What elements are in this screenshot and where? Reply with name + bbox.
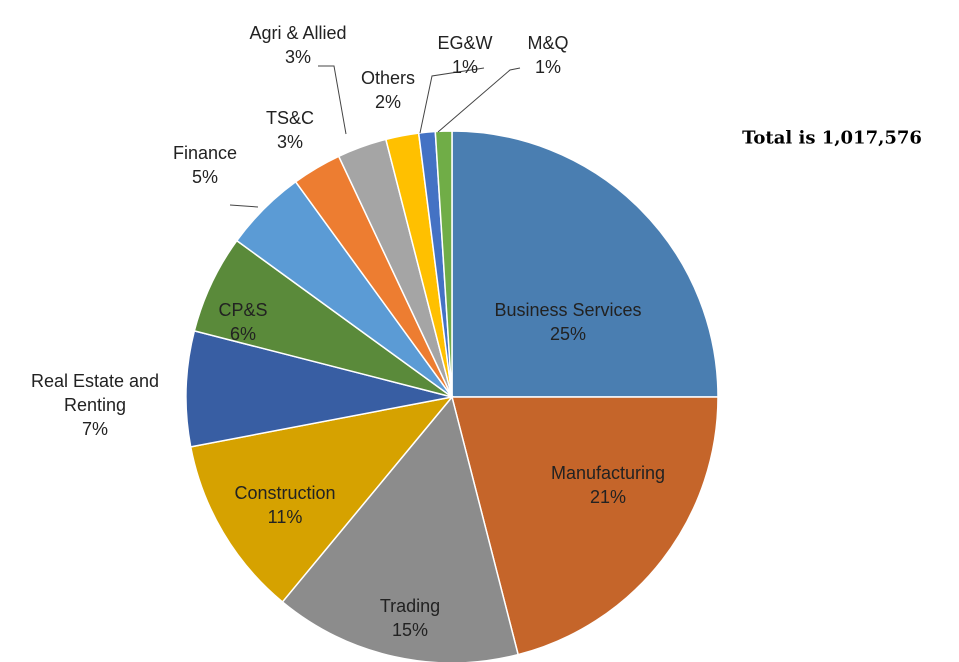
category-label: Others <box>360 68 416 88</box>
category-label: Real Estate and Renting <box>30 371 160 415</box>
pie-slice <box>451 130 719 398</box>
value-label: 7% <box>81 419 108 439</box>
slice-label: Manufacturing 21% <box>508 461 708 509</box>
slice-label: TS&C 3% <box>190 106 390 154</box>
pie-slice <box>189 395 454 604</box>
slice-label: Business Services 25% <box>468 298 668 346</box>
value-label: 25% <box>549 324 587 344</box>
category-label: Construction <box>234 483 336 503</box>
pie-slice <box>281 395 520 662</box>
value-label: 1% <box>451 57 478 77</box>
value-label: 3% <box>284 47 311 67</box>
slice-label: Finance 5% <box>105 141 305 189</box>
slice-label: EG&W 1% <box>365 31 565 79</box>
category-label: M&Q <box>527 33 569 53</box>
category-label: Agri & Allied <box>249 23 347 43</box>
pie-slice <box>434 130 453 398</box>
value-label: 21% <box>589 487 627 507</box>
leader-line <box>437 67 521 133</box>
slice-label: Agri & Allied 3% <box>198 21 398 69</box>
slice-label: Others 2% <box>288 66 488 114</box>
value-label: 15% <box>391 620 429 640</box>
category-label: TS&C <box>265 108 314 128</box>
category-label: Business Services <box>494 300 642 320</box>
total-annotation: Total is 1,017,576 <box>742 127 922 149</box>
slice-label: CP&S 6% <box>143 298 343 346</box>
category-label: Finance <box>172 143 238 163</box>
category-label: EG&W <box>437 33 493 53</box>
value-label: 1% <box>534 57 561 77</box>
value-label: 5% <box>191 167 218 187</box>
pie-slice <box>185 329 453 448</box>
value-label: 2% <box>374 92 401 112</box>
value-label: 11% <box>267 507 303 527</box>
slice-label: Trading 15% <box>310 594 510 642</box>
leader-line <box>318 65 347 135</box>
category-label: CP&S <box>218 300 268 320</box>
slice-label: Real Estate and Renting 7% <box>5 369 185 441</box>
category-label: Trading <box>379 596 441 616</box>
slice-label: Construction 11% <box>185 481 385 529</box>
value-label: 3% <box>276 132 303 152</box>
slice-label: M&Q 1% <box>448 31 648 79</box>
value-label: 6% <box>229 324 256 344</box>
leader-line <box>419 67 485 134</box>
category-label: Manufacturing <box>550 463 666 483</box>
leader-line <box>229 204 259 208</box>
pie-slice <box>451 396 719 656</box>
